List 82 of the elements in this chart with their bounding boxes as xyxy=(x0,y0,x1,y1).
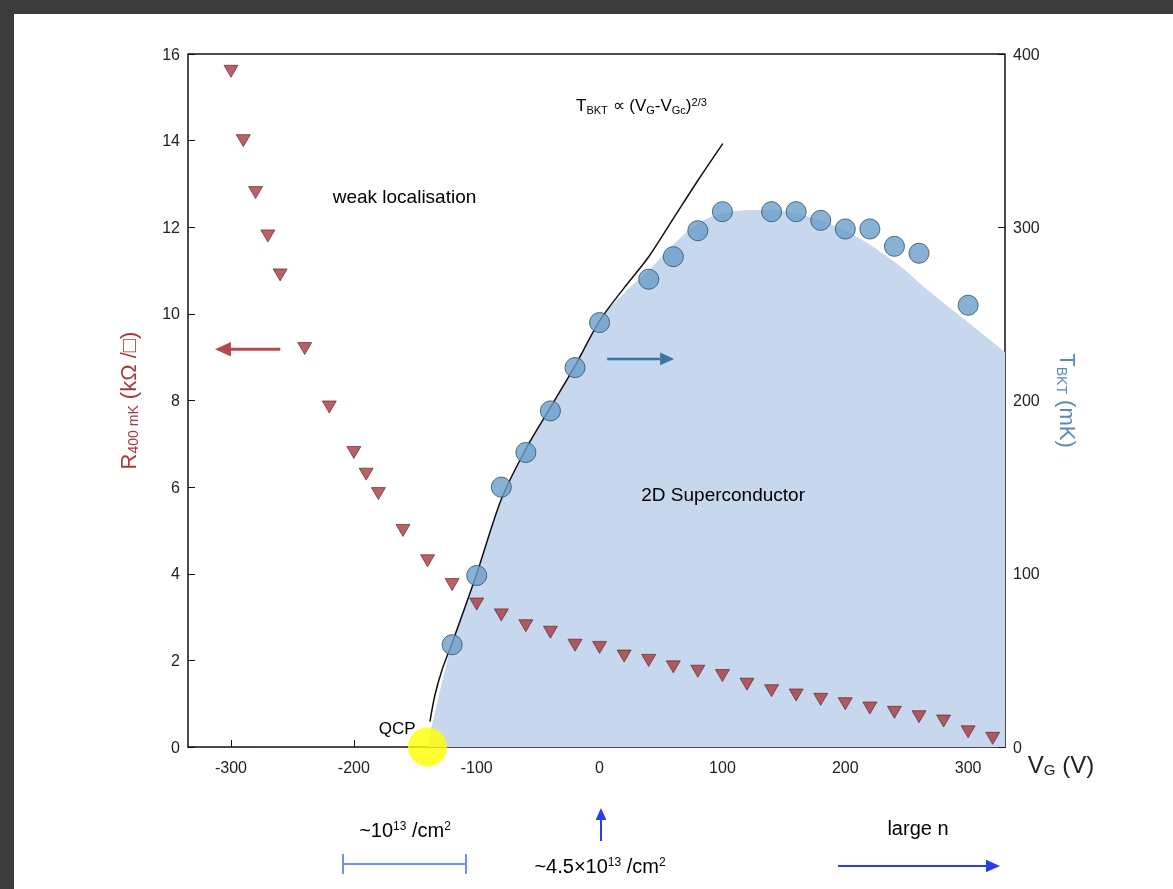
point xyxy=(687,220,709,242)
point xyxy=(444,578,460,591)
point xyxy=(785,201,807,223)
y-tick-label: 4 xyxy=(171,565,181,583)
point xyxy=(616,649,632,663)
point xyxy=(936,714,951,728)
point xyxy=(739,677,755,691)
x-tick-label: -100 xyxy=(460,758,493,776)
x-tick-label: 300 xyxy=(954,758,982,776)
point xyxy=(272,268,288,282)
y-tick-label: 14 xyxy=(162,132,181,150)
point xyxy=(813,692,829,706)
x-tick-label: -300 xyxy=(214,758,248,776)
point xyxy=(764,684,779,698)
text: large n xyxy=(887,817,949,839)
point xyxy=(493,608,509,622)
point xyxy=(358,467,374,481)
point xyxy=(810,209,832,231)
point xyxy=(592,640,607,654)
point xyxy=(543,625,558,639)
annotation: weak localisation xyxy=(331,185,477,207)
point xyxy=(567,638,583,652)
point xyxy=(665,660,681,674)
point xyxy=(957,294,979,316)
point xyxy=(641,653,657,667)
point xyxy=(690,664,706,678)
annotation: QCP xyxy=(378,719,416,738)
point xyxy=(908,242,930,264)
point xyxy=(260,229,276,243)
point xyxy=(539,400,561,422)
point xyxy=(859,218,881,240)
point xyxy=(420,554,435,568)
point xyxy=(518,619,534,633)
point xyxy=(490,476,512,498)
point xyxy=(564,357,586,379)
point xyxy=(662,246,684,268)
point xyxy=(346,446,362,459)
point xyxy=(834,218,856,240)
x-tick-label: 200 xyxy=(831,758,859,776)
y2-tick-label: 100 xyxy=(1013,565,1040,583)
point xyxy=(371,487,386,501)
y2-tick-label: 300 xyxy=(1013,218,1040,236)
y-tick-label: 16 xyxy=(162,45,181,63)
point xyxy=(887,705,902,719)
y2-tick-label: 200 xyxy=(1013,392,1040,409)
point xyxy=(911,710,927,724)
y2-axis-title: TBKT (mK) xyxy=(1054,353,1080,448)
point xyxy=(711,201,733,223)
point xyxy=(466,564,488,586)
y2-tick-label: 0 xyxy=(1013,738,1022,756)
point xyxy=(441,634,463,656)
y-tick-label: 10 xyxy=(162,305,181,323)
x-tick-label: -200 xyxy=(337,758,370,776)
point xyxy=(321,400,337,414)
point xyxy=(235,134,251,148)
point xyxy=(862,701,878,715)
y2-tick-label: 400 xyxy=(1013,45,1040,63)
y-tick-label: 0 xyxy=(171,738,181,756)
point xyxy=(761,201,783,223)
y-axis-title: R400 mK (kΩ /□) xyxy=(115,331,141,470)
y-tick-label: 6 xyxy=(171,478,181,496)
point xyxy=(515,441,537,463)
point xyxy=(638,268,660,290)
point xyxy=(960,725,976,739)
x-tick-label: 0 xyxy=(595,758,605,776)
point xyxy=(883,235,905,257)
y-tick-label: 8 xyxy=(171,392,181,409)
point xyxy=(223,64,239,78)
point xyxy=(788,688,804,702)
point xyxy=(297,342,313,355)
point xyxy=(837,697,853,711)
point xyxy=(248,186,263,199)
y-tick-label: 2 xyxy=(171,651,181,669)
x-axis-title: VG (V) xyxy=(1027,750,1095,778)
point xyxy=(469,597,485,611)
x-tick-label: 100 xyxy=(709,758,736,776)
point xyxy=(715,669,730,682)
point xyxy=(589,312,611,334)
point xyxy=(985,731,1001,745)
point xyxy=(395,524,411,537)
y-tick-label: 12 xyxy=(162,218,181,236)
annotation: 2D Superconductor xyxy=(641,483,806,505)
